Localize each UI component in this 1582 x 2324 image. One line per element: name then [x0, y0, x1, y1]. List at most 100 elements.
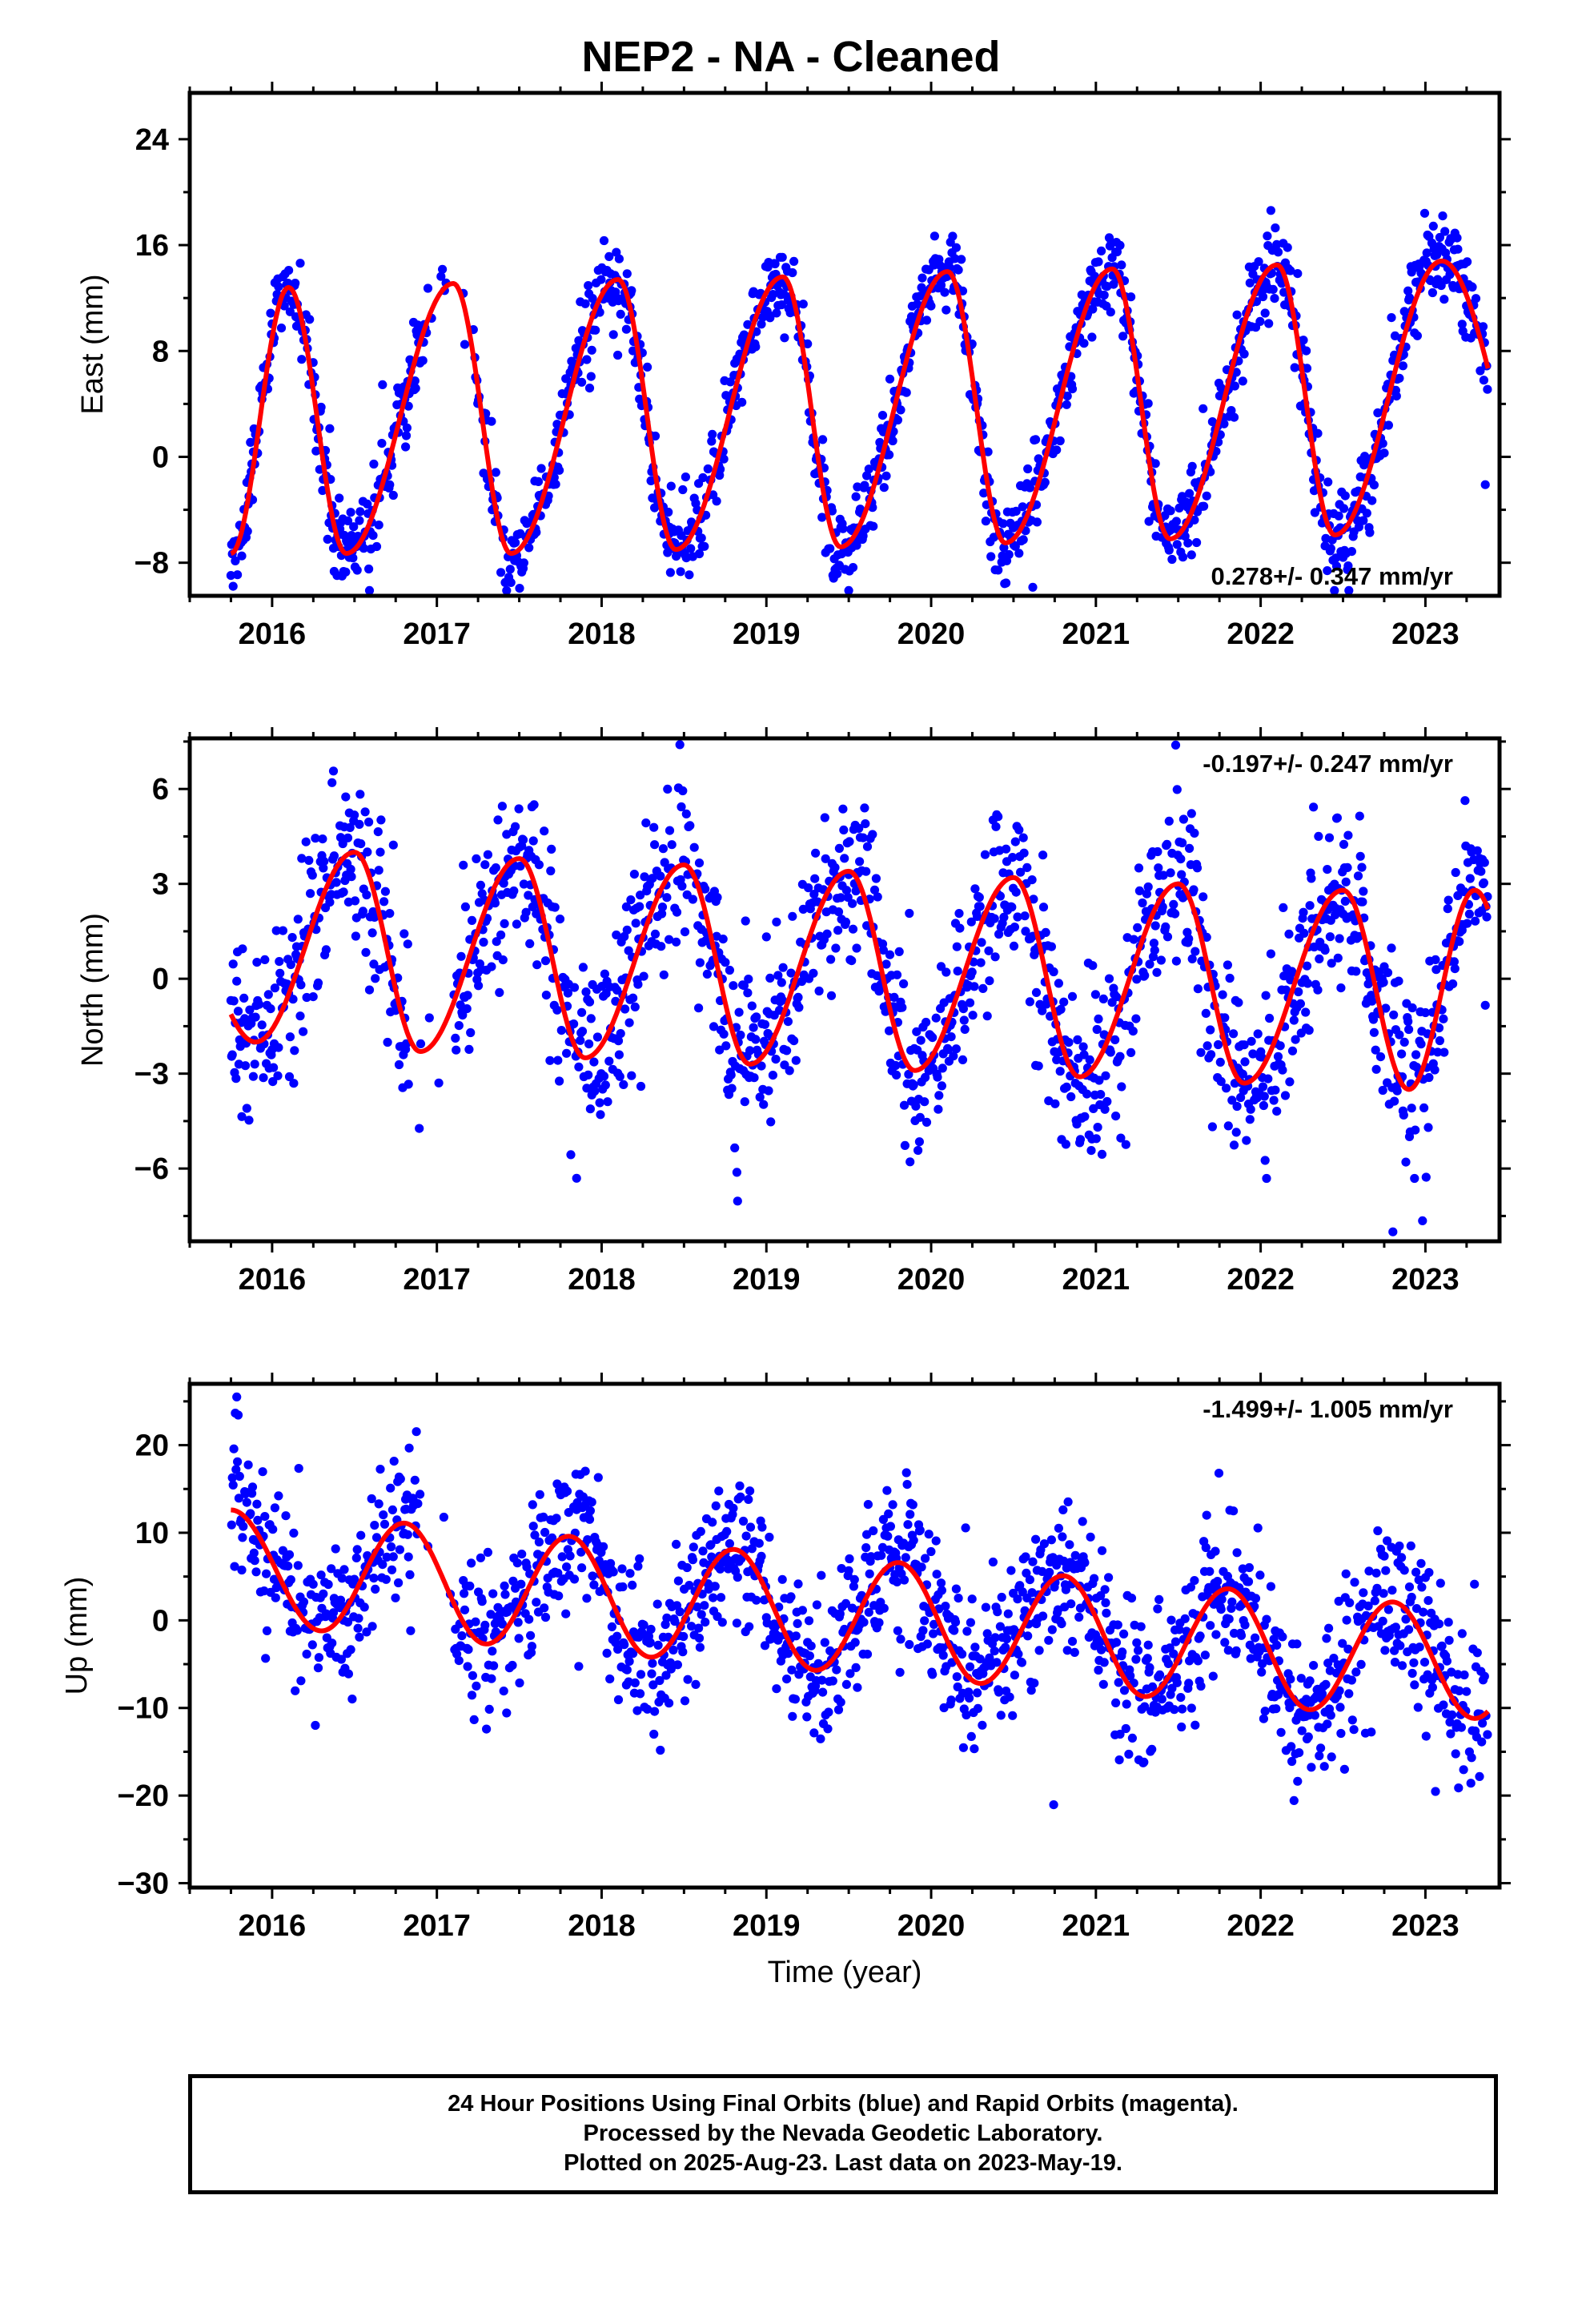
data-point: [278, 926, 287, 935]
data-point: [1126, 1671, 1135, 1681]
data-point: [917, 273, 927, 283]
data-point: [515, 584, 524, 593]
data-point: [1190, 828, 1199, 838]
data-point: [341, 792, 351, 802]
data-point: [599, 1542, 608, 1551]
data-point: [1093, 1123, 1102, 1132]
data-point: [1279, 971, 1289, 981]
data-point: [380, 887, 390, 896]
data-point: [266, 1004, 275, 1014]
data-point: [765, 973, 775, 983]
data-point: [999, 543, 1009, 553]
data-point: [1113, 1620, 1122, 1630]
data-point: [1193, 984, 1203, 994]
data-point: [459, 860, 468, 870]
data-point: [1430, 1065, 1439, 1075]
data-point: [716, 1564, 725, 1574]
y-tick-label: 20: [135, 1429, 169, 1463]
data-point: [716, 464, 725, 474]
data-point: [694, 549, 705, 559]
data-point: [1142, 889, 1151, 899]
data-point: [371, 541, 382, 552]
data-point: [1104, 1573, 1114, 1582]
data-point: [994, 929, 1004, 939]
data-point: [474, 981, 484, 991]
data-point: [899, 1575, 909, 1585]
data-point: [1153, 1604, 1162, 1614]
data-point: [500, 919, 509, 928]
data-point: [997, 1592, 1006, 1602]
data-point: [229, 1444, 239, 1454]
data-point: [1351, 967, 1361, 976]
data-point: [228, 959, 238, 969]
data-point: [1443, 895, 1453, 905]
data-point: [789, 1036, 799, 1046]
data-point: [1227, 1603, 1236, 1613]
data-point: [491, 863, 500, 873]
data-point: [1213, 1577, 1223, 1586]
data-point: [976, 958, 986, 967]
data-point: [476, 880, 486, 890]
data-point: [848, 563, 858, 573]
data-point: [1050, 1099, 1060, 1108]
data-point: [1119, 1629, 1129, 1638]
data-point: [632, 1706, 642, 1715]
x-tick-label: 2023: [1391, 617, 1460, 651]
data-point: [1275, 1041, 1285, 1051]
data-point: [1283, 243, 1292, 252]
data-point: [970, 1744, 979, 1754]
data-point: [457, 1631, 467, 1641]
x-tick-label: 2016: [239, 1263, 307, 1297]
data-point: [1340, 896, 1350, 906]
data-point: [1143, 1640, 1153, 1650]
data-point: [569, 1019, 579, 1029]
data-point: [786, 1592, 796, 1602]
data-point: [497, 1619, 508, 1629]
data-point: [885, 374, 895, 384]
data-point: [1471, 916, 1480, 926]
data-point: [962, 1626, 972, 1636]
data-point: [1199, 892, 1208, 902]
data-point: [1456, 1723, 1466, 1732]
data-point: [901, 388, 911, 397]
data-point: [896, 405, 905, 415]
data-point: [1082, 1089, 1092, 1099]
data-point: [677, 802, 686, 812]
data-point: [1191, 1720, 1200, 1730]
data-point: [1472, 846, 1482, 855]
data-point: [661, 1671, 671, 1680]
data-point: [382, 1552, 391, 1562]
data-point: [374, 866, 383, 875]
data-point: [672, 937, 681, 947]
data-point: [509, 886, 519, 896]
data-point: [496, 568, 506, 577]
data-point: [584, 1514, 595, 1524]
data-point: [1223, 1646, 1233, 1655]
data-point: [270, 1503, 279, 1513]
data-point: [299, 1027, 308, 1036]
data-point: [351, 931, 360, 941]
data-point: [1411, 1125, 1420, 1135]
data-point: [464, 1645, 473, 1655]
data-point: [596, 1110, 605, 1120]
data-point: [1260, 1707, 1270, 1716]
data-point: [1416, 1558, 1426, 1568]
data-point: [602, 1648, 612, 1658]
data-point: [639, 1620, 648, 1630]
data-point: [879, 1603, 889, 1613]
data-point: [346, 1645, 355, 1655]
data-point: [1104, 974, 1114, 983]
data-point: [752, 1595, 761, 1605]
data-point: [656, 1745, 665, 1755]
data-point: [814, 986, 824, 996]
data-point: [863, 1500, 873, 1510]
data-point: [239, 993, 249, 1003]
data-point: [1215, 1057, 1225, 1067]
data-point: [1435, 1035, 1444, 1046]
data-point: [1067, 991, 1078, 1001]
data-point: [371, 1533, 382, 1542]
data-point: [840, 1624, 849, 1634]
data-point: [737, 397, 747, 407]
data-point: [585, 1104, 596, 1114]
data-point: [1195, 1631, 1205, 1641]
